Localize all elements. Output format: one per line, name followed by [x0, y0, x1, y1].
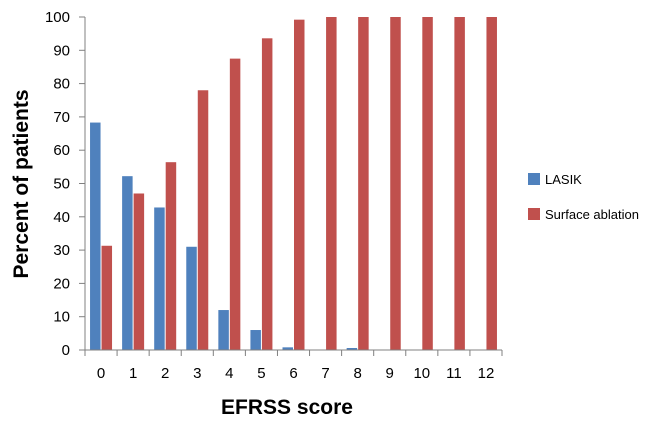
x-tick-label: 7: [321, 365, 329, 382]
x-tick-label: 5: [257, 365, 265, 382]
bar-surface-ablation-5: [261, 38, 273, 350]
bar-surface-ablation-8: [358, 17, 369, 350]
y-tick-label: 50: [53, 176, 70, 193]
bar-surface-ablation-10: [422, 17, 433, 350]
x-tick-label: 2: [161, 365, 169, 382]
y-axis-title: Percent of patients: [10, 89, 33, 278]
bar-lasik-2: [154, 207, 165, 350]
bar-lasik-8: [346, 348, 358, 350]
bar-surface-ablation-0: [101, 245, 113, 350]
bar-lasik-5: [250, 330, 261, 350]
y-tick-label: 10: [53, 309, 70, 326]
y-tick-label: 80: [53, 76, 70, 93]
legend-swatch-surface-ablation: [528, 208, 540, 220]
y-tick-label: 0: [62, 342, 70, 359]
bar-lasik-3: [186, 246, 197, 350]
x-tick-label: 0: [97, 365, 105, 382]
x-tick-label: 3: [193, 365, 201, 382]
y-tick-label: 20: [53, 275, 70, 292]
bar-surface-ablation-6: [294, 19, 305, 350]
bar-surface-ablation-3: [197, 90, 209, 350]
axes-group: [79, 16, 503, 356]
y-tick-label: 70: [53, 109, 70, 126]
y-tick-label: 60: [53, 142, 70, 159]
y-tick-label: 90: [53, 42, 70, 59]
bars-group: [90, 17, 497, 350]
legend: LASIK Surface ablation: [528, 172, 639, 222]
x-tick-label: 11: [446, 365, 462, 382]
x-tick-label: 9: [386, 365, 394, 382]
y-tick-label: 30: [53, 242, 70, 259]
legend-label-lasik: LASIK: [545, 172, 582, 187]
bar-surface-ablation-12: [486, 17, 497, 350]
x-tick-label: 8: [353, 365, 361, 382]
bar-surface-ablation-4: [229, 58, 241, 350]
bar-lasik-4: [218, 310, 229, 350]
bar-surface-ablation-1: [133, 193, 145, 350]
legend-label-surface-ablation: Surface ablation: [545, 207, 639, 222]
x-tick-label: 6: [289, 365, 297, 382]
bar-surface-ablation-9: [390, 17, 401, 350]
x-tick-label: 10: [413, 365, 430, 382]
x-tick-label: 12: [478, 365, 495, 382]
legend-swatch-lasik: [528, 173, 540, 185]
bar-surface-ablation-7: [326, 17, 337, 350]
bar-lasik-1: [122, 176, 133, 350]
x-tick-label: 4: [225, 365, 233, 382]
x-tick-label: 1: [129, 365, 137, 382]
y-tick-label: 100: [45, 9, 70, 26]
bar-surface-ablation-11: [454, 17, 465, 350]
bar-surface-ablation-2: [165, 162, 177, 350]
bar-lasik-0: [90, 122, 101, 350]
y-tick-label: 40: [53, 209, 70, 226]
x-axis-title: EFRSS score: [221, 396, 353, 419]
bar-lasik-6: [282, 347, 293, 350]
